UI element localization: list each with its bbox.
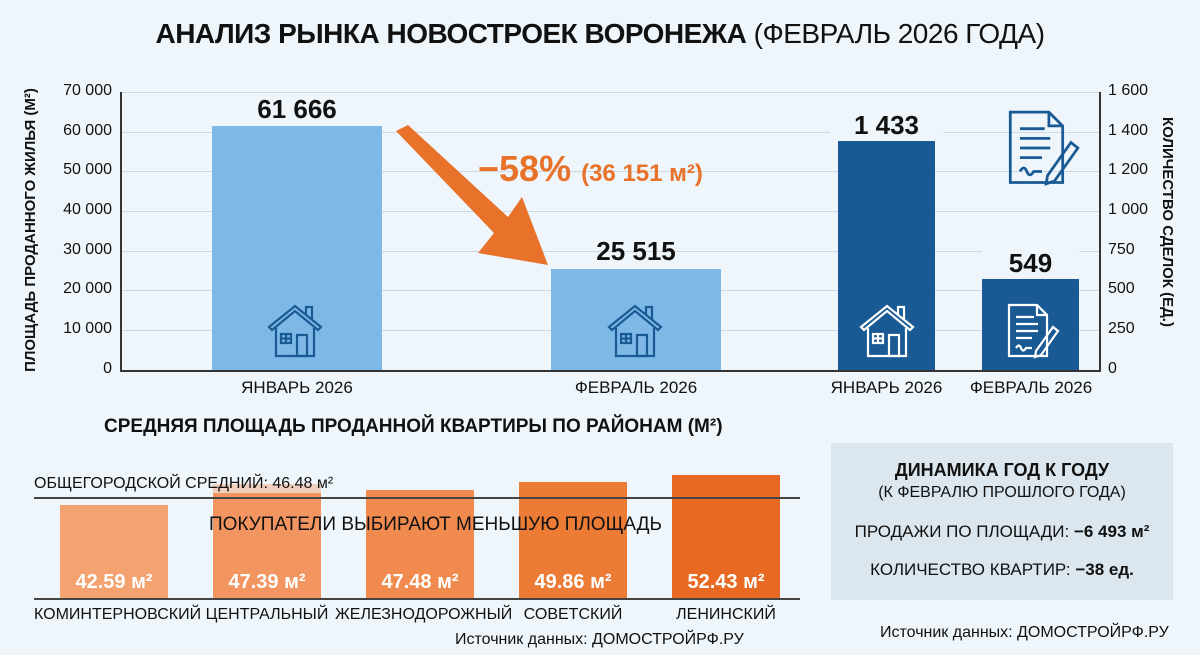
yoy-subtitle: (К ФЕВРАЛЮ ПРОШЛОГО ГОДА): [878, 484, 1126, 501]
left-tick: 60 000: [63, 122, 112, 139]
left-y-axis-label: ПЛОЩАДЬ ПРОДАННОГО ЖИЛЬЯ (М²): [22, 88, 39, 372]
value-label-deals-feb: 549: [982, 248, 1079, 279]
yoy-area-value: −6 493 м²: [1073, 522, 1150, 541]
yoy-count-label: КОЛИЧЕСТВО КВАРТИР:: [870, 560, 1071, 579]
right-tick: 0: [1108, 360, 1117, 377]
district-name: ЦЕНТРАЛЬНЫЙ: [205, 606, 329, 623]
yoy-area-label: ПРОДАЖИ ПО ПЛОЩАДИ:: [854, 522, 1070, 541]
yoy-panel: ДИНАМИКА ГОД К ГОДУ (К ФЕВРАЛЮ ПРОШЛОГО …: [831, 443, 1173, 600]
district-bar: [213, 484, 321, 598]
districts-baseline: [34, 598, 800, 600]
right-tick: 1 200: [1108, 161, 1149, 178]
yoy-count-row: КОЛИЧЕСТВО КВАРТИР: −38 ед.: [831, 560, 1173, 580]
left-tick: 0: [103, 360, 112, 377]
gridline: [120, 171, 1100, 172]
yoy-title: ДИНАМИКА ГОД К ГОДУ: [894, 460, 1110, 480]
left-tick: 20 000: [63, 280, 112, 297]
district-value: 47.39 м²: [228, 571, 306, 593]
left-tick: 10 000: [63, 320, 112, 337]
district-value: 42.59 м²: [75, 571, 153, 593]
district-name: ЛЕНИНСКИЙ: [676, 606, 776, 623]
bar-area-january: [212, 126, 382, 370]
left-tick: 40 000: [63, 201, 112, 218]
left-tick: 70 000: [63, 82, 112, 99]
right-tick: 500: [1108, 280, 1135, 297]
decline-percent: −58%: [478, 148, 572, 189]
title-period: (ФЕВРАЛЬ 2026 ГОДА): [753, 18, 1045, 49]
city-average-line: [34, 497, 800, 499]
right-y-axis: [1099, 92, 1101, 372]
right-y-axis-label: КОЛИЧЕСТВО СДЕЛОК (ЕД.): [1159, 117, 1176, 327]
house-icon: [859, 304, 915, 358]
title-main: АНАЛИЗ РЫНКА НОВОСТРОЕК ВОРОНЕЖА: [155, 18, 747, 49]
left-y-axis: [120, 92, 122, 372]
district-name: СОВЕТСКИЙ: [523, 606, 623, 623]
value-label-deals-jan: 1 433: [830, 110, 943, 141]
yoy-source: Источник данных: ДОМОСТРОЙРФ.РУ: [880, 624, 1169, 641]
right-tick: 1 000: [1108, 201, 1149, 218]
x-label-area-jan: ЯНВАРЬ 2026: [241, 378, 353, 397]
decline-arrow-icon: [396, 125, 548, 265]
x-label-deals-jan: ЯНВАРЬ 2026: [830, 378, 943, 397]
right-tick: 250: [1108, 320, 1135, 337]
x-label-deals-feb: ФЕВРАЛЬ 2026: [969, 378, 1093, 397]
district-value: 47.48 м²: [381, 571, 459, 593]
contract-icon: [1008, 110, 1080, 186]
districts-title: СРЕДНЯЯ ПЛОЩАДЬ ПРОДАННОЙ КВАРТИРЫ ПО РА…: [104, 416, 723, 437]
district-bar: [60, 505, 168, 598]
x-label-area-feb: ФЕВРАЛЬ 2026: [574, 378, 698, 397]
value-label-area-jan: 61 666: [257, 94, 337, 124]
decline-annotation: −58% (36 151 м²): [478, 148, 703, 190]
gridline: [120, 211, 1100, 212]
bar-deals-january: [838, 141, 935, 370]
contract-icon: [1007, 303, 1060, 359]
left-tick: 50 000: [63, 161, 112, 178]
districts-source: Источник данных: ДОМОСТРОЙРФ.РУ: [455, 631, 744, 648]
district-name: ЖЕЛЕЗНОДОРОЖНЫЙ: [335, 606, 513, 623]
page-title: АНАЛИЗ РЫНКА НОВОСТРОЕК ВОРОНЕЖА (ФЕВРАЛ…: [0, 18, 1200, 50]
districts-note: ПОКУПАТЕЛИ ВЫБИРАЮТ МЕНЬШУЮ ПЛОЩАДЬ: [209, 514, 663, 535]
left-tick: 30 000: [63, 241, 112, 258]
district-value: 52.43 м²: [687, 571, 765, 593]
house-icon: [607, 304, 663, 358]
right-tick: 1 400: [1108, 122, 1149, 139]
yoy-area-row: ПРОДАЖИ ПО ПЛОЩАДИ: −6 493 м²: [831, 522, 1173, 542]
gridline: [120, 92, 1100, 93]
value-label-area-feb: 25 515: [596, 236, 676, 266]
district-bar: [672, 475, 780, 598]
yoy-count-value: −38 ед.: [1075, 560, 1134, 579]
city-average-label: ОБЩЕГОРОДСКОЙ СРЕДНИЙ: 46.48 м²: [34, 475, 334, 493]
right-tick: 750: [1108, 241, 1135, 258]
district-bar: [366, 490, 474, 598]
decline-delta: (36 151 м²): [581, 160, 703, 187]
house-icon: [267, 304, 323, 358]
district-name: КОМИНТЕРНОВСКИЙ: [34, 606, 202, 623]
district-bar: [519, 482, 627, 598]
right-tick: 1 600: [1108, 82, 1149, 99]
x-axis: [120, 370, 1101, 372]
gridline: [120, 251, 1100, 252]
district-value: 49.86 м²: [534, 571, 612, 593]
gridline: [120, 132, 1100, 133]
